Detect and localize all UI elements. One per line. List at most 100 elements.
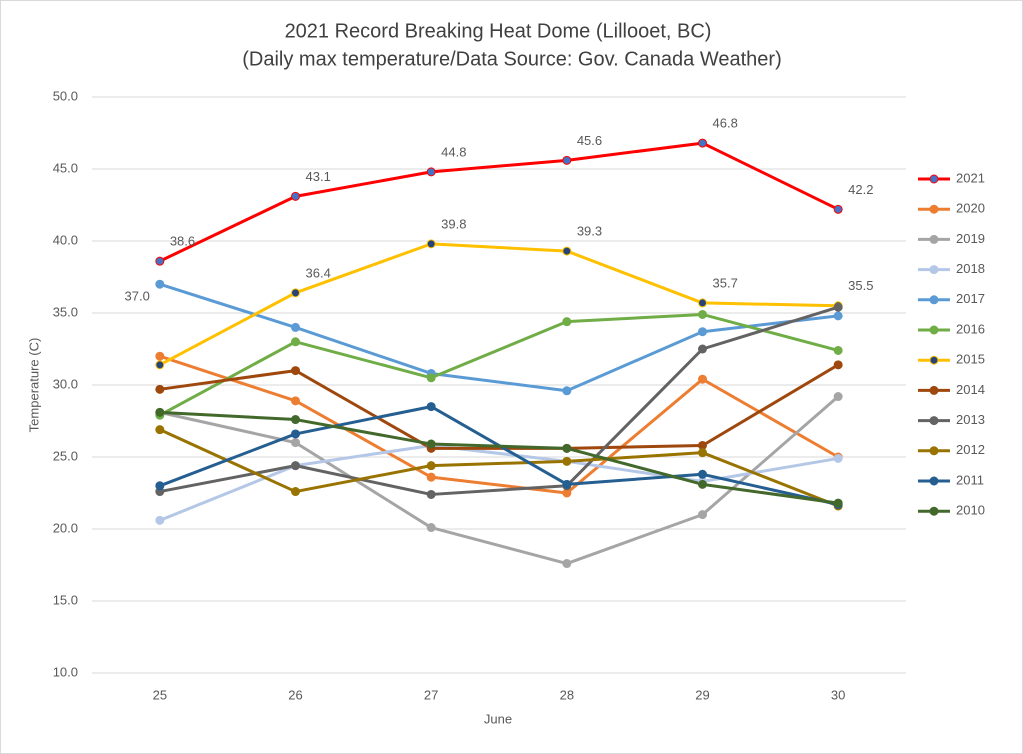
series-line bbox=[159, 410, 839, 505]
y-tick-label: 20.0 bbox=[53, 520, 78, 535]
data-point bbox=[291, 366, 300, 376]
data-point bbox=[698, 327, 707, 337]
data-point bbox=[155, 384, 165, 394]
legend-marker bbox=[929, 355, 939, 365]
data-point bbox=[698, 344, 707, 354]
data-point bbox=[562, 386, 572, 396]
legend-label: 2012 bbox=[956, 442, 985, 457]
legend-label: 2021 bbox=[956, 170, 985, 185]
y-tick-label: 30.0 bbox=[53, 376, 78, 391]
data-point bbox=[562, 479, 572, 489]
legend-marker bbox=[929, 506, 939, 516]
data-label: 39.3 bbox=[577, 224, 602, 239]
data-point bbox=[698, 469, 707, 479]
data-label: 37.0 bbox=[125, 289, 150, 304]
legend-label: 2015 bbox=[956, 352, 985, 367]
y-tick-label: 35.0 bbox=[53, 304, 78, 319]
legend-label: 2013 bbox=[956, 412, 985, 427]
data-point bbox=[426, 439, 436, 449]
series-line bbox=[159, 395, 840, 566]
y-tick-label: 40.0 bbox=[53, 232, 78, 247]
data-point bbox=[698, 298, 707, 308]
legend-marker bbox=[929, 234, 939, 244]
data-label: 36.4 bbox=[306, 265, 331, 280]
legend-marker bbox=[929, 476, 939, 486]
data-point bbox=[426, 489, 436, 499]
legend-label: 2010 bbox=[956, 503, 985, 518]
legend-marker bbox=[929, 416, 939, 426]
legend-marker bbox=[929, 385, 939, 395]
y-axis-label: Temperature (C) bbox=[26, 338, 41, 433]
data-label: 35.7 bbox=[713, 275, 738, 290]
data-point bbox=[291, 191, 300, 201]
y-tick-label: 45.0 bbox=[53, 160, 78, 175]
legend-marker bbox=[929, 265, 939, 275]
data-point bbox=[698, 510, 707, 520]
series-line bbox=[159, 242, 839, 367]
x-tick-label: 28 bbox=[560, 687, 574, 702]
legend-label: 2017 bbox=[956, 291, 985, 306]
data-point bbox=[155, 256, 165, 266]
data-point bbox=[426, 239, 436, 249]
y-tick-label: 15.0 bbox=[53, 592, 78, 607]
data-point bbox=[426, 373, 436, 383]
legend-marker bbox=[929, 325, 939, 335]
data-point bbox=[833, 302, 843, 312]
data-point bbox=[155, 425, 165, 435]
data-point bbox=[698, 448, 707, 458]
y-tick-label: 10.0 bbox=[53, 664, 78, 679]
data-label: 39.8 bbox=[441, 216, 466, 231]
chart-subtitle: (Daily max temperature/Data Source: Gov.… bbox=[242, 48, 782, 70]
legend-label: 2018 bbox=[956, 261, 985, 276]
data-point bbox=[426, 523, 436, 533]
y-tick-label: 50.0 bbox=[53, 88, 78, 103]
data-label: 46.8 bbox=[713, 116, 738, 131]
series-line bbox=[159, 428, 839, 508]
data-point bbox=[291, 337, 300, 347]
data-label: 38.6 bbox=[170, 234, 195, 249]
legend-marker bbox=[929, 204, 939, 214]
data-point bbox=[833, 498, 843, 508]
x-tick-label: 26 bbox=[288, 687, 302, 702]
data-point bbox=[562, 246, 572, 256]
data-point bbox=[698, 138, 707, 148]
legend-label: 2011 bbox=[956, 472, 984, 487]
x-tick-label: 29 bbox=[695, 687, 709, 702]
x-axis-label: June bbox=[484, 711, 512, 726]
y-tick-label: 25.0 bbox=[53, 448, 78, 463]
series-line bbox=[159, 141, 839, 263]
data-point bbox=[562, 317, 572, 327]
data-point bbox=[426, 167, 436, 177]
legend-label: 2019 bbox=[956, 231, 985, 246]
legend-label: 2014 bbox=[956, 382, 985, 397]
legend-label: 2020 bbox=[956, 201, 985, 216]
data-point bbox=[291, 438, 300, 448]
data-point bbox=[698, 309, 707, 319]
data-point bbox=[833, 345, 843, 355]
x-tick-label: 25 bbox=[153, 687, 167, 702]
data-point bbox=[562, 456, 572, 466]
data-label: 43.1 bbox=[306, 169, 331, 184]
data-point bbox=[291, 322, 300, 332]
legend-label: 2016 bbox=[956, 321, 985, 336]
legend-marker bbox=[929, 446, 939, 456]
data-label: 45.6 bbox=[577, 133, 602, 148]
data-point bbox=[833, 453, 843, 463]
data-point bbox=[426, 402, 436, 412]
data-point bbox=[291, 487, 300, 497]
data-point bbox=[291, 288, 300, 298]
data-point bbox=[155, 360, 165, 370]
data-point bbox=[155, 351, 165, 361]
series-line bbox=[159, 305, 839, 496]
data-point bbox=[562, 559, 572, 569]
data-point bbox=[155, 481, 165, 491]
series-line bbox=[159, 443, 839, 522]
series-line bbox=[159, 363, 839, 450]
data-point bbox=[562, 443, 572, 453]
data-point bbox=[291, 461, 300, 471]
x-tick-label: 30 bbox=[831, 687, 845, 702]
series-line bbox=[159, 354, 839, 495]
data-label: 44.8 bbox=[441, 144, 466, 159]
data-point bbox=[426, 461, 436, 471]
